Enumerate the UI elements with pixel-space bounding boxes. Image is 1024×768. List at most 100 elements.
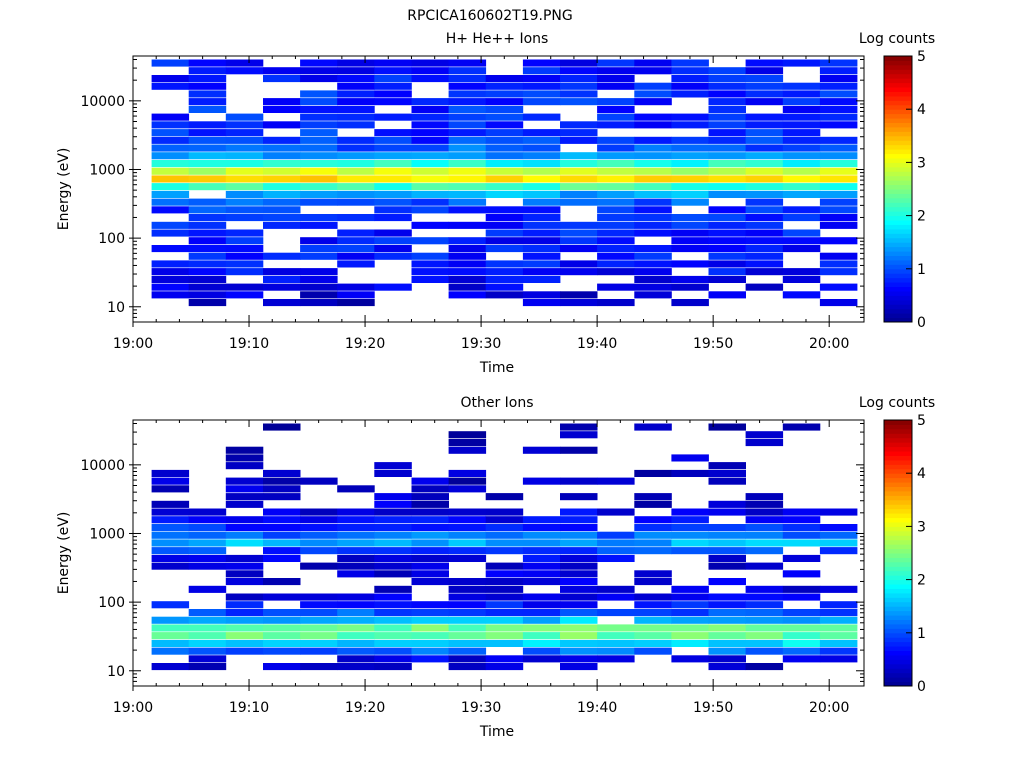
colorbar-segment xyxy=(884,184,912,190)
heatmap-cell xyxy=(560,539,598,547)
heatmap-cell xyxy=(671,275,709,283)
heatmap-cell xyxy=(671,90,709,98)
colorbar-segment xyxy=(884,459,912,465)
heatmap-cell xyxy=(745,167,784,175)
heatmap-cell xyxy=(448,98,487,106)
colorbar-segment xyxy=(884,646,912,652)
heatmap-cell xyxy=(188,516,227,524)
heatmap-cell xyxy=(151,129,190,137)
heatmap-cell xyxy=(374,663,412,671)
heatmap-cell xyxy=(263,299,301,307)
heatmap-cell xyxy=(597,639,635,647)
heatmap-cell xyxy=(782,190,821,198)
colorbar-segment xyxy=(884,162,912,168)
heatmap-cell xyxy=(708,105,746,113)
heatmap-cell xyxy=(151,268,190,276)
heatmap-cell xyxy=(819,655,858,663)
heatmap-cell xyxy=(337,516,375,524)
y-axis-label-h-he: Energy (eV) xyxy=(56,148,72,231)
heatmap-cell xyxy=(374,152,412,160)
heatmap-cell xyxy=(151,469,190,477)
heatmap-cell xyxy=(485,539,524,547)
heatmap-cell xyxy=(522,206,561,214)
heatmap-cell xyxy=(819,175,858,183)
heatmap-cell xyxy=(671,237,709,245)
heatmap-cell xyxy=(782,152,821,160)
heatmap-cell xyxy=(597,655,635,663)
heatmap-cell xyxy=(708,121,746,129)
heatmap-cell xyxy=(522,175,561,183)
heatmap-cell xyxy=(634,98,672,106)
heatmap-cell xyxy=(708,136,746,144)
heatmap-cell xyxy=(263,67,301,75)
colorbar-tick-label: 3 xyxy=(917,519,926,535)
heatmap-cell xyxy=(263,477,301,485)
colorbar-segment xyxy=(884,477,912,483)
heatmap-cell xyxy=(522,129,561,137)
heatmap-cell xyxy=(300,663,338,671)
heatmap-cell xyxy=(560,531,598,539)
heatmap-cell xyxy=(522,214,561,222)
heatmap-cell xyxy=(708,554,746,562)
heatmap-cell xyxy=(522,601,561,609)
heatmap-cell xyxy=(819,531,858,539)
heatmap-cell xyxy=(300,59,338,67)
heatmap-cell xyxy=(560,67,598,75)
heatmap-cell xyxy=(151,167,190,175)
colorbar-tick-label: 2 xyxy=(917,209,926,225)
heatmap-cell xyxy=(745,260,784,268)
heatmap-cell xyxy=(819,113,858,121)
plot-frame-h-he xyxy=(132,55,865,323)
heatmap-cell xyxy=(448,167,487,175)
heatmap-cell xyxy=(597,252,635,260)
heatmap-cell xyxy=(634,291,672,299)
heatmap-cell xyxy=(300,144,338,152)
heatmap-cell xyxy=(597,82,635,90)
heatmap-cell xyxy=(485,75,524,83)
heatmap-cell xyxy=(782,639,821,647)
heatmap-cell xyxy=(263,144,301,152)
heatmap-cell xyxy=(782,113,821,121)
heatmap-cell xyxy=(634,593,672,601)
heatmap-cell xyxy=(448,632,487,640)
heatmap-cell xyxy=(300,632,338,640)
heatmap-cell xyxy=(560,59,598,67)
heatmap-cell xyxy=(188,275,227,283)
heatmap-cell xyxy=(782,183,821,191)
heatmap-cell xyxy=(560,446,598,454)
colorbar-segment xyxy=(884,428,912,434)
colorbar-segment xyxy=(884,601,912,607)
heatmap-cell xyxy=(337,562,375,570)
heatmap-cell xyxy=(337,570,375,578)
heatmap-cell xyxy=(708,539,746,547)
heatmap-cell xyxy=(225,500,264,508)
heatmap-cell xyxy=(745,98,784,106)
heatmap-cell xyxy=(188,585,227,593)
heatmap-cell xyxy=(485,245,524,253)
colorbar-segment xyxy=(884,153,912,159)
heatmap-cell xyxy=(188,655,227,663)
heatmap-cell xyxy=(448,198,487,206)
heatmap-cell xyxy=(745,206,784,214)
colorbar-segment xyxy=(884,499,912,505)
heatmap-cell xyxy=(782,59,821,67)
heatmap-cell xyxy=(782,554,821,562)
heatmap-cell xyxy=(522,647,561,655)
colorbar-segment xyxy=(884,220,912,225)
heatmap-cell xyxy=(300,531,338,539)
colorbar-segment xyxy=(884,650,912,656)
heatmap-cell xyxy=(188,121,227,129)
heatmap-cell xyxy=(522,275,561,283)
heatmap-cell xyxy=(188,237,227,245)
heatmap-cell xyxy=(522,160,561,168)
heatmap-cell xyxy=(151,601,190,609)
heatmap-cell xyxy=(300,547,338,555)
heatmap-cell xyxy=(225,485,264,493)
heatmap-cell xyxy=(225,252,264,260)
colorbar-segment xyxy=(884,211,912,217)
colorbar-segment xyxy=(884,433,912,439)
heatmap-cell xyxy=(374,469,412,477)
heatmap-cell xyxy=(634,160,672,168)
heatmap-cell xyxy=(337,531,375,539)
heatmap-cell xyxy=(337,183,375,191)
